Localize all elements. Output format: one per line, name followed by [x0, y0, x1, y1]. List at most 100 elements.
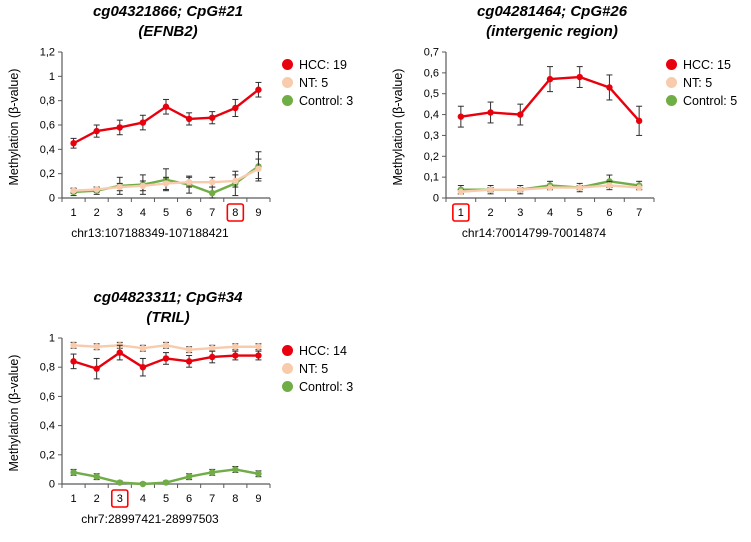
series-hcc [457, 65, 643, 136]
chart-title: cg04321866; CpG#21 (EFNB2) [32, 2, 304, 43]
data-point-nt [139, 344, 147, 351]
chart-title-line1: cg04321866; CpG#21 [92, 3, 244, 20]
chart-title-line1: cg04281464; CpG#26 [476, 3, 628, 20]
data-point-nt [457, 188, 465, 195]
data-point-nt [606, 181, 613, 189]
data-point-nt [209, 178, 216, 185]
plot-area: 0 0,1 0,2 0,3 0,4 0,5 0,6 0,7 1 2 3 4 5 6 7 [424, 46, 655, 222]
legend-label: NT: 5 [683, 75, 713, 90]
legend-item-control: Control: 3 [282, 94, 353, 108]
y-tick-label: 0,6 [40, 390, 55, 402]
series-nt [70, 158, 262, 194]
data-point-nt [232, 177, 239, 184]
data-point-control [116, 478, 123, 486]
data-point-control [93, 473, 100, 480]
x-tick-label: 2 [94, 493, 100, 505]
data-point-nt [93, 185, 100, 193]
y-tick-label: 0 [49, 478, 55, 490]
data-point-nt [232, 343, 239, 350]
data-point-nt [209, 344, 216, 351]
x-tick-label: 3 [517, 207, 523, 219]
series-nt [457, 180, 643, 195]
data-point-control [162, 478, 170, 486]
chart-title-line2: (EFNB2) [138, 23, 198, 41]
y-axis-label: Methylation (β-value) [6, 46, 22, 224]
y-axis-label: Methylation (β-value) [6, 332, 22, 510]
legend-label: HCC: 15 [683, 57, 731, 72]
legend-marker-nt-icon [282, 363, 293, 374]
data-point-nt [162, 179, 170, 187]
plot-area: 0 0,2 0,4 0,6 0,8 1 1 2 3 4 5 6 7 8 9 [40, 332, 271, 508]
legend-marker-control-icon [282, 381, 293, 392]
x-tick-label: 5 [163, 207, 169, 219]
legend-label: NT: 5 [299, 75, 329, 90]
data-point-hcc [209, 353, 216, 360]
x-axis-label: chr13:107188349-107188421 [71, 225, 229, 240]
x-tick-label: 9 [255, 207, 261, 219]
data-point-hcc [162, 354, 170, 362]
series-line-hcc [72, 88, 260, 144]
y-tick-label: 0,1 [424, 171, 439, 183]
x-tick-label: 1 [70, 493, 76, 505]
x-tick-label: 8 [232, 207, 238, 219]
data-point-hcc [255, 86, 262, 93]
legend-item-control: Control: 3 [282, 380, 353, 394]
legend-label: Control: 5 [683, 93, 738, 108]
y-tick-label: 0,8 [40, 361, 55, 373]
x-tick-label: 6 [186, 207, 192, 219]
legend: HCC: 19 NT: 5 Control: 3 [282, 58, 353, 108]
x-tick-label: 2 [94, 207, 100, 219]
data-point-hcc [517, 110, 524, 118]
y-tick-label: 0,2 [424, 150, 439, 162]
data-point-hcc [116, 348, 123, 356]
data-point-hcc [546, 75, 554, 82]
data-point-control [232, 465, 239, 473]
chart-cg04281464-intergenic: cg04281464; CpG#26 (intergenic region) M… [390, 2, 750, 240]
y-tick-label: 0,6 [424, 67, 439, 79]
data-point-hcc [93, 364, 100, 372]
data-point-nt [576, 183, 583, 191]
data-point-nt [517, 185, 524, 193]
x-tick-label: 4 [140, 493, 146, 505]
x-tick-label: 4 [547, 207, 553, 219]
data-point-hcc [255, 351, 262, 359]
x-tick-label: 2 [488, 207, 494, 219]
x-tick-label: 6 [186, 493, 192, 505]
data-point-nt [185, 345, 193, 353]
chart-cg04823311-tril: cg04823311; CpG#34 (TRIL) Methylation (β… [6, 288, 378, 526]
series-control [70, 465, 262, 487]
y-axis-label: Methylation (β-value) [390, 46, 406, 224]
data-point-hcc [635, 117, 643, 124]
data-point-hcc [606, 83, 613, 91]
x-axis-label: chr14:70014799-70014874 [461, 225, 607, 240]
data-point-hcc [185, 357, 193, 365]
data-point-hcc [576, 73, 583, 80]
chart-cg04321866-efnb2: cg04321866; CpG#21 (EFNB2) Methylation (… [6, 2, 378, 240]
y-axis-label-text: Methylation (β-value) [7, 68, 21, 186]
legend-label: Control: 3 [299, 379, 354, 394]
legend-marker-nt-icon [666, 77, 677, 88]
data-point-hcc [93, 127, 100, 134]
data-point-nt [255, 165, 262, 172]
data-point-hcc [116, 123, 123, 131]
y-tick-label: 0 [433, 192, 439, 204]
data-point-nt [487, 185, 494, 193]
data-point-hcc [70, 139, 77, 146]
data-point-control [209, 468, 216, 476]
y-tick-label: 0,7 [424, 46, 439, 58]
legend-marker-control-icon [666, 95, 677, 106]
y-axis-label-text: Methylation (β-value) [7, 354, 21, 472]
legend: HCC: 15 NT: 5 Control: 5 [666, 58, 737, 108]
data-point-hcc [162, 103, 170, 110]
x-tick-label: 7 [209, 207, 215, 219]
legend-label: Control: 3 [299, 93, 354, 108]
x-tick-label: 7 [209, 493, 215, 505]
data-point-control [70, 468, 77, 476]
data-point-hcc [487, 108, 494, 116]
series-nt [70, 341, 262, 353]
x-tick-label: 4 [140, 207, 146, 219]
legend-marker-hcc-icon [282, 345, 293, 356]
x-axis-label: chr7:28997421-28997503 [81, 511, 219, 526]
highlighted-cpg-box [110, 488, 129, 508]
